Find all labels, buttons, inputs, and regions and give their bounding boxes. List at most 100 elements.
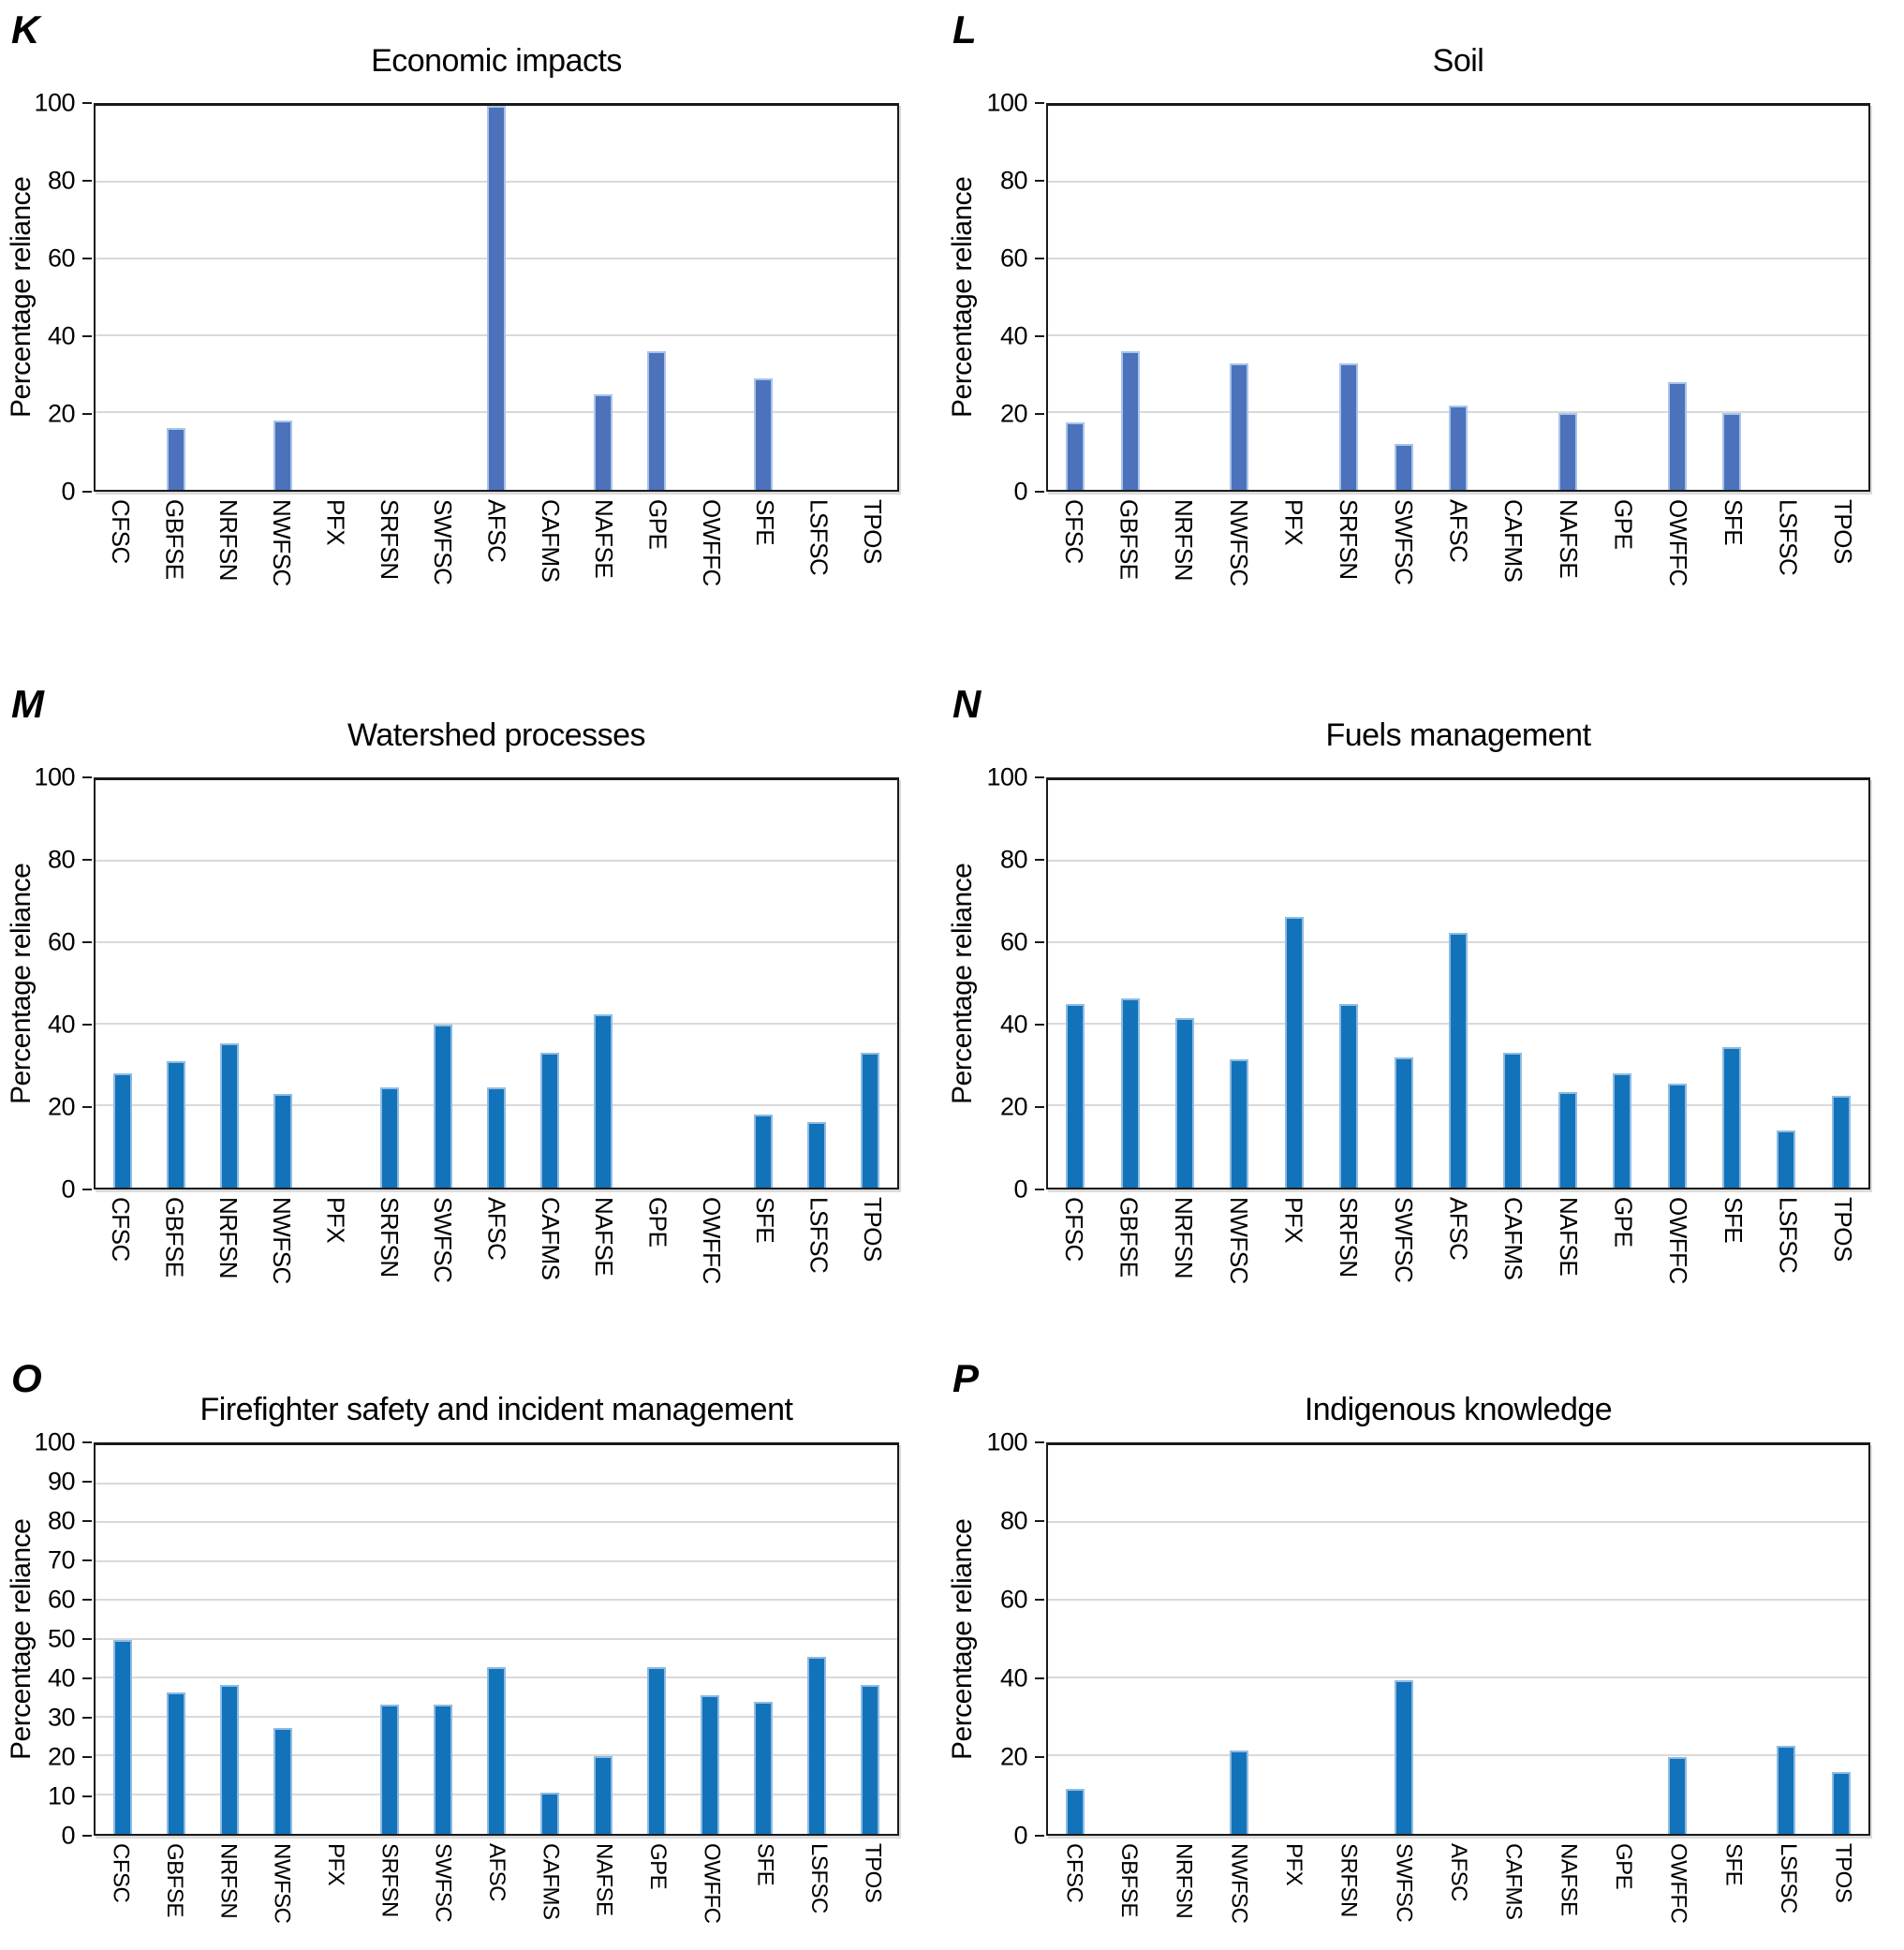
y-tick-label: 20 xyxy=(47,1742,76,1771)
x-tick-label: TPOS xyxy=(1829,1197,1858,1262)
x-tick-label: GBFSE xyxy=(1114,1197,1144,1278)
x-tick-label: TPOS xyxy=(858,1197,887,1262)
bar-GBFSE xyxy=(166,1061,185,1188)
y-tick-label: 40 xyxy=(47,321,76,350)
bar-SFE xyxy=(754,1701,774,1834)
y-tick-label: 0 xyxy=(1013,477,1027,506)
x-tick-label: SFE xyxy=(1719,499,1748,546)
y-tick-mark xyxy=(82,1599,92,1601)
bar-TPOS xyxy=(1831,1096,1851,1188)
x-tick-label: CFSC xyxy=(107,499,136,564)
y-tick-label: 80 xyxy=(47,166,76,195)
y-tick-mark xyxy=(82,941,92,943)
y-tick-mark xyxy=(1035,180,1044,182)
panel-M: M Watershed processes Percentage relianc… xyxy=(0,674,941,1349)
plot-area xyxy=(94,1442,899,1836)
x-tick-label: CAFMS xyxy=(538,1843,564,1920)
x-tick-label: SRFSN xyxy=(1335,499,1364,580)
bar-NAFSE xyxy=(594,393,613,490)
y-tick-mark xyxy=(82,1189,92,1190)
y-tick-mark xyxy=(1035,1599,1044,1601)
x-tick-label: CFSC xyxy=(1059,499,1088,564)
x-tick-label: CFSC xyxy=(1059,1197,1088,1262)
y-axis-ticks: 0 20 40 60 80 100 xyxy=(941,1428,1044,1850)
y-tick-label: 80 xyxy=(47,1506,76,1535)
x-tick-label: SRFSN xyxy=(1336,1843,1362,1917)
x-tick-label: NWFSC xyxy=(269,1843,295,1924)
bar-GBFSE xyxy=(1120,351,1140,490)
gridline xyxy=(96,1637,897,1640)
x-tick-label: CAFMS xyxy=(536,1197,565,1280)
bar-CFSC xyxy=(1066,1789,1085,1834)
bar-LSFSC xyxy=(807,1657,827,1834)
bar-NAFSE xyxy=(1557,413,1577,490)
y-tick-mark xyxy=(82,1481,92,1483)
bar-NAFSE xyxy=(594,1756,613,1834)
gridline xyxy=(96,860,897,862)
y-tick-label: 0 xyxy=(61,1174,75,1204)
bar-OWFFC xyxy=(701,1694,720,1834)
y-tick-mark xyxy=(82,1559,92,1561)
gridline xyxy=(1048,1754,1868,1756)
y-tick-mark xyxy=(1035,1106,1044,1108)
gridline xyxy=(1048,334,1868,336)
bar-GBFSE xyxy=(1120,997,1140,1188)
x-tick-label: NWFSC xyxy=(1224,1197,1253,1284)
y-tick-mark xyxy=(1035,1520,1044,1522)
gridline xyxy=(1048,1599,1868,1601)
y-tick-label: 100 xyxy=(986,762,1027,791)
bar-GBFSE xyxy=(166,1692,185,1834)
x-tick-label: SRFSN xyxy=(1335,1197,1364,1278)
y-tick-label: 0 xyxy=(61,1821,75,1850)
y-tick-label: 90 xyxy=(47,1467,76,1496)
chart-title: Indigenous knowledge xyxy=(1304,1392,1613,1427)
panel-L: L Soil Percentage reliance 0 20 40 60 80 100 … xyxy=(941,0,1904,674)
bar-TPOS xyxy=(861,1685,880,1834)
x-tick-label: LSFSC xyxy=(804,499,834,576)
bar-TPOS xyxy=(861,1053,880,1188)
x-tick-label: NWFSC xyxy=(1226,1843,1252,1924)
y-tick-mark xyxy=(1035,413,1044,415)
bar-SWFSC xyxy=(1394,1680,1413,1834)
x-tick-label: PFX xyxy=(323,1843,348,1886)
bar-GPE xyxy=(1613,1073,1632,1188)
x-tick-label: AFSC xyxy=(482,1197,511,1261)
x-tick-label: SFE xyxy=(752,1843,778,1886)
x-tick-label: LSFSC xyxy=(1774,1197,1803,1274)
x-tick-label: NAFSE xyxy=(591,1843,617,1916)
bar-OWFFC xyxy=(1667,382,1687,490)
x-axis-ticks: CFSC GBFSE NRFSN NWFSC PFX SRFSN SWFSC AFSC CAFM… xyxy=(94,1843,899,1950)
x-tick-label: SFE xyxy=(751,1197,780,1244)
x-tick-label: AFSC xyxy=(484,1843,509,1902)
gridline xyxy=(1048,860,1868,862)
bar-SRFSN xyxy=(379,1087,399,1188)
bar-AFSC xyxy=(487,1666,506,1834)
y-tick-mark xyxy=(82,1795,92,1797)
y-tick-label: 40 xyxy=(999,1663,1028,1692)
y-tick-mark xyxy=(82,1835,92,1837)
panel-letter: P xyxy=(952,1356,979,1400)
y-tick-mark xyxy=(1035,1441,1044,1443)
y-tick-label: 100 xyxy=(986,1427,1027,1456)
plot-area xyxy=(1046,777,1870,1189)
x-axis-ticks: CFSC GBFSE NRFSN NWFSC PFX SRFSN SWFSC AFSC CAFM… xyxy=(94,499,899,658)
bar-NRFSN xyxy=(1174,1018,1194,1188)
bar-SWFSC xyxy=(1394,443,1413,490)
y-tick-mark xyxy=(82,491,92,493)
bar-OWFFC xyxy=(1667,1757,1687,1834)
x-tick-label: PFX xyxy=(1279,499,1308,546)
x-axis-ticks: CFSC GBFSE NRFSN NWFSC PFX SRFSN SWFSC AFSC CAFM… xyxy=(1046,499,1870,658)
x-tick-label: LSFSC xyxy=(804,1197,834,1274)
chart-title: Fuels management xyxy=(1325,717,1591,753)
y-tick-mark xyxy=(1035,258,1044,259)
y-tick-label: 100 xyxy=(34,762,75,791)
x-tick-label: CAFMS xyxy=(1500,1843,1527,1920)
y-tick-mark xyxy=(1035,491,1044,493)
y-tick-label: 60 xyxy=(999,927,1028,956)
x-tick-label: OWFFC xyxy=(1665,1843,1691,1924)
panel-letter: M xyxy=(11,682,44,726)
bar-LSFSC xyxy=(1777,1745,1796,1834)
x-tick-label: GPE xyxy=(1609,1197,1638,1248)
x-tick-label: SWFSC xyxy=(429,1197,458,1283)
